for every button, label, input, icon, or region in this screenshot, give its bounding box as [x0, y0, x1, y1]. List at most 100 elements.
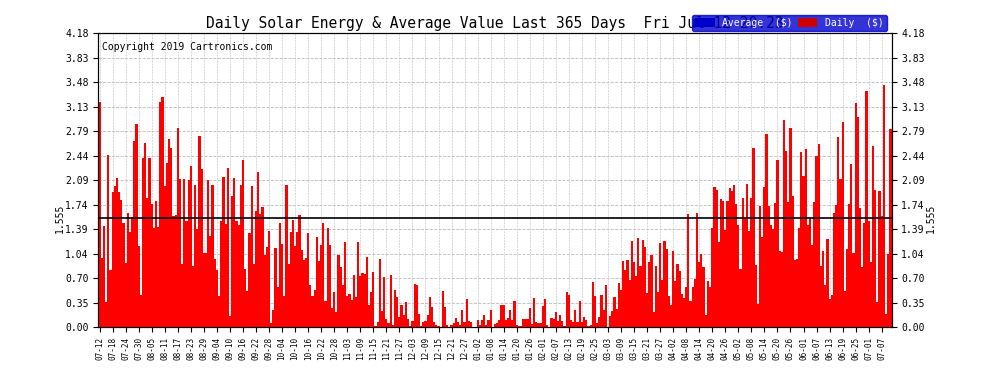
Bar: [674, 281, 676, 327]
Bar: [498, 320, 500, 327]
Bar: [370, 292, 372, 327]
Bar: [112, 192, 114, 327]
Bar: [270, 323, 272, 327]
Bar: [385, 319, 387, 327]
Bar: [636, 276, 638, 327]
Bar: [554, 312, 557, 327]
Bar: [833, 213, 835, 327]
Bar: [214, 259, 216, 327]
Bar: [676, 264, 678, 327]
Bar: [190, 166, 192, 327]
Bar: [576, 322, 578, 327]
Bar: [509, 310, 511, 327]
Bar: [505, 320, 507, 327]
Bar: [245, 269, 247, 327]
Bar: [848, 204, 850, 327]
Bar: [529, 308, 531, 327]
Bar: [594, 296, 596, 327]
Bar: [800, 152, 803, 327]
Bar: [194, 185, 196, 327]
Bar: [511, 320, 514, 327]
Bar: [192, 266, 194, 327]
Bar: [368, 305, 370, 327]
Bar: [134, 141, 136, 327]
Bar: [709, 286, 711, 327]
Bar: [824, 285, 827, 327]
Bar: [209, 236, 212, 327]
Bar: [694, 279, 696, 327]
Bar: [659, 243, 661, 327]
Bar: [631, 241, 633, 327]
Bar: [352, 275, 354, 327]
Bar: [720, 199, 722, 327]
Bar: [259, 214, 261, 327]
Bar: [414, 284, 416, 327]
Bar: [692, 287, 694, 327]
Bar: [736, 204, 738, 327]
Bar: [807, 225, 809, 327]
Bar: [398, 317, 401, 327]
Bar: [212, 185, 214, 327]
Bar: [776, 160, 778, 327]
Bar: [559, 315, 561, 327]
Bar: [257, 172, 259, 327]
Bar: [179, 179, 181, 327]
Bar: [359, 276, 361, 327]
Bar: [470, 322, 472, 327]
Bar: [809, 218, 811, 327]
Bar: [881, 216, 883, 327]
Bar: [761, 237, 763, 327]
Bar: [294, 246, 296, 327]
Bar: [798, 228, 800, 327]
Bar: [698, 262, 700, 327]
Bar: [252, 264, 254, 327]
Bar: [327, 228, 329, 327]
Bar: [805, 149, 807, 327]
Title: Daily Solar Energy & Average Value Last 365 Days  Fri Jul 12 20:23: Daily Solar Energy & Average Value Last …: [206, 16, 784, 31]
Bar: [500, 305, 503, 327]
Bar: [605, 285, 607, 327]
Bar: [461, 310, 463, 327]
Bar: [161, 97, 163, 327]
Bar: [585, 320, 587, 327]
Bar: [581, 321, 583, 327]
Bar: [536, 322, 538, 327]
Bar: [874, 190, 876, 327]
Bar: [700, 254, 703, 327]
Bar: [774, 203, 776, 327]
Bar: [287, 264, 290, 327]
Bar: [459, 325, 461, 327]
Bar: [309, 285, 312, 327]
Bar: [531, 324, 533, 327]
Bar: [261, 207, 263, 327]
Bar: [829, 298, 831, 327]
Bar: [867, 221, 870, 327]
Bar: [336, 312, 338, 327]
Bar: [312, 296, 314, 327]
Bar: [281, 244, 283, 327]
Bar: [745, 183, 748, 327]
Bar: [538, 323, 540, 327]
Bar: [285, 185, 287, 327]
Bar: [172, 216, 174, 327]
Bar: [820, 266, 822, 327]
Bar: [503, 306, 505, 327]
Bar: [781, 252, 783, 327]
Bar: [785, 151, 787, 327]
Bar: [242, 160, 245, 327]
Bar: [422, 321, 425, 327]
Bar: [750, 198, 752, 327]
Text: Copyright 2019 Cartronics.com: Copyright 2019 Cartronics.com: [102, 42, 273, 52]
Bar: [105, 302, 107, 327]
Bar: [627, 260, 629, 327]
Bar: [396, 297, 398, 327]
Bar: [518, 326, 520, 327]
Bar: [574, 310, 576, 327]
Bar: [427, 315, 429, 327]
Bar: [600, 295, 603, 327]
Bar: [205, 253, 207, 327]
Bar: [763, 187, 765, 327]
Bar: [98, 102, 101, 327]
Bar: [174, 214, 176, 327]
Bar: [852, 253, 854, 327]
